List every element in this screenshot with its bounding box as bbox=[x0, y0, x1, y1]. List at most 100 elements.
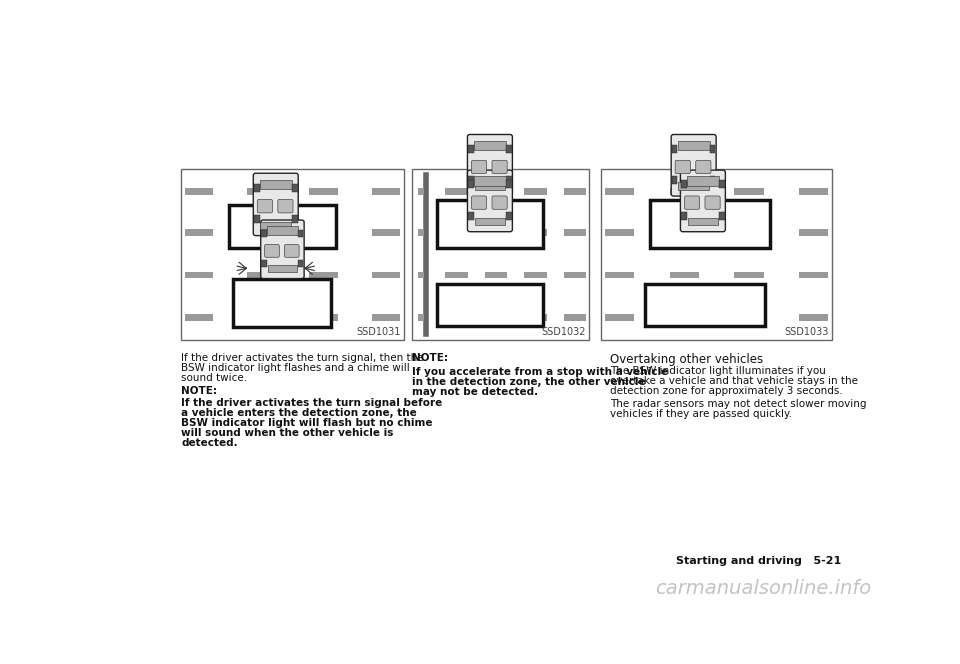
FancyBboxPatch shape bbox=[284, 244, 300, 257]
Text: sound twice.: sound twice. bbox=[181, 373, 248, 383]
Text: The BSW indicator light illuminates if you: The BSW indicator light illuminates if y… bbox=[610, 366, 826, 376]
Text: NOTE:: NOTE: bbox=[181, 386, 217, 396]
Text: The radar sensors may not detect slower moving: The radar sensors may not detect slower … bbox=[610, 399, 866, 409]
FancyBboxPatch shape bbox=[277, 199, 293, 213]
Bar bbox=[670, 229, 699, 236]
Text: NOTE:: NOTE: bbox=[412, 353, 448, 363]
Bar bbox=[709, 176, 715, 184]
Bar bbox=[418, 188, 424, 195]
Bar bbox=[524, 188, 546, 195]
Bar bbox=[506, 145, 512, 153]
FancyBboxPatch shape bbox=[671, 135, 716, 196]
Bar bbox=[474, 141, 506, 151]
FancyBboxPatch shape bbox=[492, 196, 507, 209]
Text: If the driver activates the turn signal, then the: If the driver activates the turn signal,… bbox=[181, 353, 424, 363]
Bar bbox=[445, 272, 468, 278]
FancyBboxPatch shape bbox=[471, 196, 487, 209]
Bar bbox=[709, 145, 715, 153]
Bar bbox=[524, 314, 546, 321]
Bar bbox=[679, 183, 709, 190]
Bar bbox=[292, 215, 298, 224]
Bar bbox=[268, 266, 298, 272]
FancyBboxPatch shape bbox=[257, 199, 273, 213]
Bar bbox=[506, 212, 512, 220]
FancyBboxPatch shape bbox=[265, 244, 279, 257]
Text: detected.: detected. bbox=[181, 438, 238, 448]
Bar bbox=[670, 272, 699, 278]
Bar bbox=[468, 176, 473, 184]
Text: Overtaking other vehicles: Overtaking other vehicles bbox=[610, 353, 763, 366]
Bar bbox=[298, 260, 303, 267]
FancyBboxPatch shape bbox=[681, 170, 726, 232]
Bar bbox=[437, 284, 543, 326]
Bar bbox=[564, 188, 586, 195]
FancyBboxPatch shape bbox=[253, 173, 299, 236]
FancyBboxPatch shape bbox=[492, 160, 507, 174]
Bar bbox=[253, 215, 259, 224]
Bar bbox=[650, 200, 770, 248]
FancyBboxPatch shape bbox=[684, 196, 700, 209]
Bar bbox=[678, 141, 709, 151]
Bar bbox=[445, 229, 468, 236]
Bar bbox=[260, 222, 291, 229]
Bar bbox=[184, 229, 213, 236]
Bar bbox=[309, 314, 338, 321]
Bar bbox=[524, 272, 546, 278]
Bar bbox=[309, 229, 338, 236]
Bar bbox=[485, 188, 507, 195]
Bar bbox=[799, 188, 828, 195]
Bar bbox=[605, 229, 635, 236]
Bar bbox=[524, 229, 546, 236]
Bar bbox=[437, 200, 543, 248]
Text: overtake a vehicle and that vehicle stays in the: overtake a vehicle and that vehicle stay… bbox=[610, 376, 858, 386]
Bar bbox=[418, 314, 424, 321]
Bar bbox=[229, 205, 336, 248]
Bar bbox=[181, 169, 403, 340]
Bar bbox=[485, 314, 507, 321]
Bar bbox=[445, 188, 468, 195]
Bar bbox=[184, 314, 213, 321]
Bar bbox=[506, 181, 512, 189]
Bar bbox=[261, 260, 267, 267]
Bar bbox=[253, 184, 259, 192]
FancyBboxPatch shape bbox=[696, 160, 711, 174]
Bar bbox=[184, 188, 213, 195]
Bar bbox=[474, 218, 505, 225]
Bar bbox=[719, 181, 725, 189]
Text: detection zone for approximately 3 seconds.: detection zone for approximately 3 secon… bbox=[610, 386, 843, 396]
Text: will sound when the other vehicle is: will sound when the other vehicle is bbox=[181, 428, 394, 438]
FancyBboxPatch shape bbox=[468, 170, 513, 232]
Bar bbox=[418, 229, 424, 236]
Text: a vehicle enters the detection zone, the: a vehicle enters the detection zone, the bbox=[181, 408, 417, 418]
Bar bbox=[267, 226, 298, 235]
Bar bbox=[601, 169, 832, 340]
Bar bbox=[681, 181, 686, 189]
Bar bbox=[468, 181, 473, 189]
Bar bbox=[372, 272, 400, 278]
Bar bbox=[564, 229, 586, 236]
Text: may not be detected.: may not be detected. bbox=[412, 387, 539, 397]
Bar bbox=[445, 314, 468, 321]
Bar bbox=[645, 284, 765, 326]
Bar bbox=[468, 212, 473, 220]
Bar bbox=[485, 229, 507, 236]
Text: If you accelerate from a stop with a vehicle: If you accelerate from a stop with a veh… bbox=[412, 367, 668, 377]
Bar bbox=[670, 188, 699, 195]
Bar bbox=[734, 272, 764, 278]
FancyBboxPatch shape bbox=[471, 160, 487, 174]
Bar bbox=[372, 188, 400, 195]
Bar bbox=[485, 272, 507, 278]
Bar bbox=[474, 183, 505, 190]
Text: Starting and driving   5-21: Starting and driving 5-21 bbox=[676, 556, 841, 566]
Bar bbox=[799, 229, 828, 236]
Bar bbox=[670, 314, 699, 321]
Bar bbox=[672, 176, 678, 184]
Bar bbox=[418, 272, 424, 278]
FancyBboxPatch shape bbox=[705, 196, 720, 209]
Bar bbox=[247, 272, 276, 278]
Bar bbox=[564, 272, 586, 278]
Text: carmanualsonline.info: carmanualsonline.info bbox=[655, 578, 871, 598]
Text: BSW indicator light will flash but no chime: BSW indicator light will flash but no ch… bbox=[181, 418, 433, 428]
Bar bbox=[719, 212, 725, 220]
Bar bbox=[247, 188, 276, 195]
